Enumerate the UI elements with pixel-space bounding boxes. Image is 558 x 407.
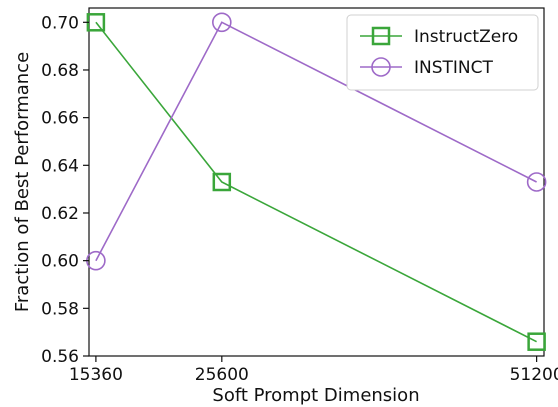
series-layer <box>86 12 547 351</box>
x-tick-label: 25600 <box>195 365 249 385</box>
legend-label-instructzero: InstructZero <box>414 27 518 47</box>
x-axis-title: Soft Prompt Dimension <box>212 385 419 406</box>
legend-frame <box>346 14 539 91</box>
legend-label-instinct: INSTINCT <box>414 58 494 78</box>
data-point-instructzero <box>212 172 232 192</box>
y-tick-label: 0.68 <box>41 61 79 81</box>
x-tick-label: 15360 <box>69 365 123 385</box>
y-tick-label: 0.60 <box>41 252 79 272</box>
y-tick-label: 0.62 <box>41 204 79 224</box>
y-tick-label: 0.58 <box>41 299 79 319</box>
data-point-instinct <box>526 172 547 192</box>
y-tick-label: 0.70 <box>41 13 79 33</box>
data-point-instructzero <box>527 332 546 351</box>
series-line-instinct <box>95 21 537 262</box>
legend-circle-marker-icon <box>371 57 391 77</box>
legend: InstructZero INSTINCT <box>346 14 539 91</box>
y-axis: 0.56 0.58 0.60 0.62 0.64 0.66 0.68 0.70 <box>41 13 89 367</box>
data-point-instinct <box>212 12 232 33</box>
legend-square-marker-icon <box>371 26 391 46</box>
y-tick-label: 0.64 <box>41 156 79 176</box>
series-line-instructzero <box>95 21 537 343</box>
y-tick-label: 0.66 <box>41 109 79 129</box>
y-axis-title: Fraction of Best Performance <box>12 52 33 312</box>
y-tick-label: 0.56 <box>41 347 79 367</box>
